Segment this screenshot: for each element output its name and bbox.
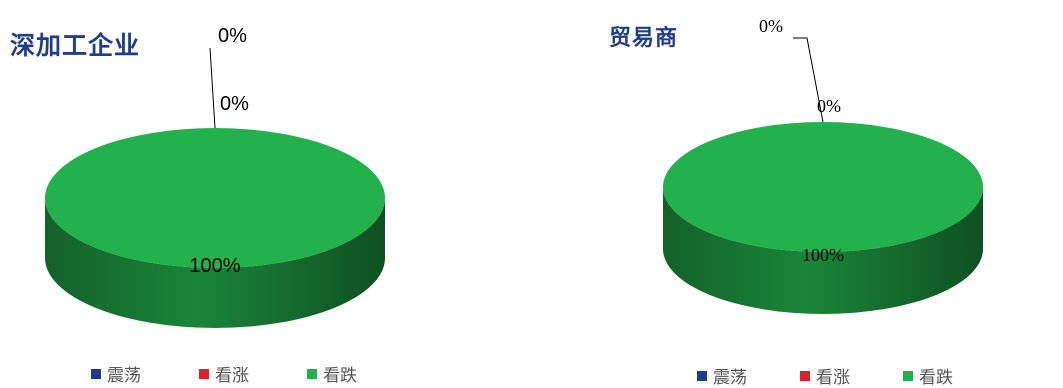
chart-title: 贸易商 [609,25,679,51]
legend-label: 震荡 [713,368,747,388]
legend-label: 震荡 [107,366,141,386]
data-label-看涨: 0% [817,96,841,116]
legend-item-看跌: 看跌 [903,363,953,388]
pie-side-wall [45,198,385,328]
legend-swatch [199,368,209,379]
pie-chart-left: 0% 0% 100% [45,25,385,328]
legend-swatch [903,370,913,381]
legend: 震荡 看涨 看跌 [697,363,1006,388]
legend-swatch [91,368,101,379]
legend-item-震荡: 震荡 [697,363,747,388]
pie-slice-看跌 [663,122,983,252]
legend-item-看涨: 看涨 [800,363,850,388]
legend-item-看涨: 看涨 [199,361,249,386]
data-label-震荡: 0% [759,16,783,36]
legend-label: 看跌 [919,368,953,388]
data-label-震荡: 0% [218,25,247,47]
legend: 震荡 看涨 看跌 [91,361,415,386]
chart-panel-left: 深加工企业 0% 0% 100% 震荡 看涨 看跌 [0,0,531,386]
legend-label: 看涨 [816,368,850,388]
data-label-看跌: 100% [802,245,844,265]
legend-swatch [697,370,707,381]
chart-panel-right: 贸易商 0% 0% 100% 震荡 看涨 看跌 [531,0,1063,388]
legend-item-震荡: 震荡 [91,361,141,386]
pie-side-wall [663,187,983,314]
leader-line [209,47,216,129]
leader-line [793,37,824,123]
chart-title: 深加工企业 [10,31,141,60]
data-label-看跌: 100% [189,255,240,277]
legend-swatch [307,368,317,379]
legend-label: 看涨 [215,366,249,386]
pie-chart-right: 0% 0% 100% [663,16,983,314]
legend-label: 看跌 [323,366,357,386]
legend-swatch [800,370,810,381]
legend-item-看跌: 看跌 [307,361,357,386]
data-label-看涨: 0% [220,93,249,115]
pie-slice-看跌 [45,128,385,268]
